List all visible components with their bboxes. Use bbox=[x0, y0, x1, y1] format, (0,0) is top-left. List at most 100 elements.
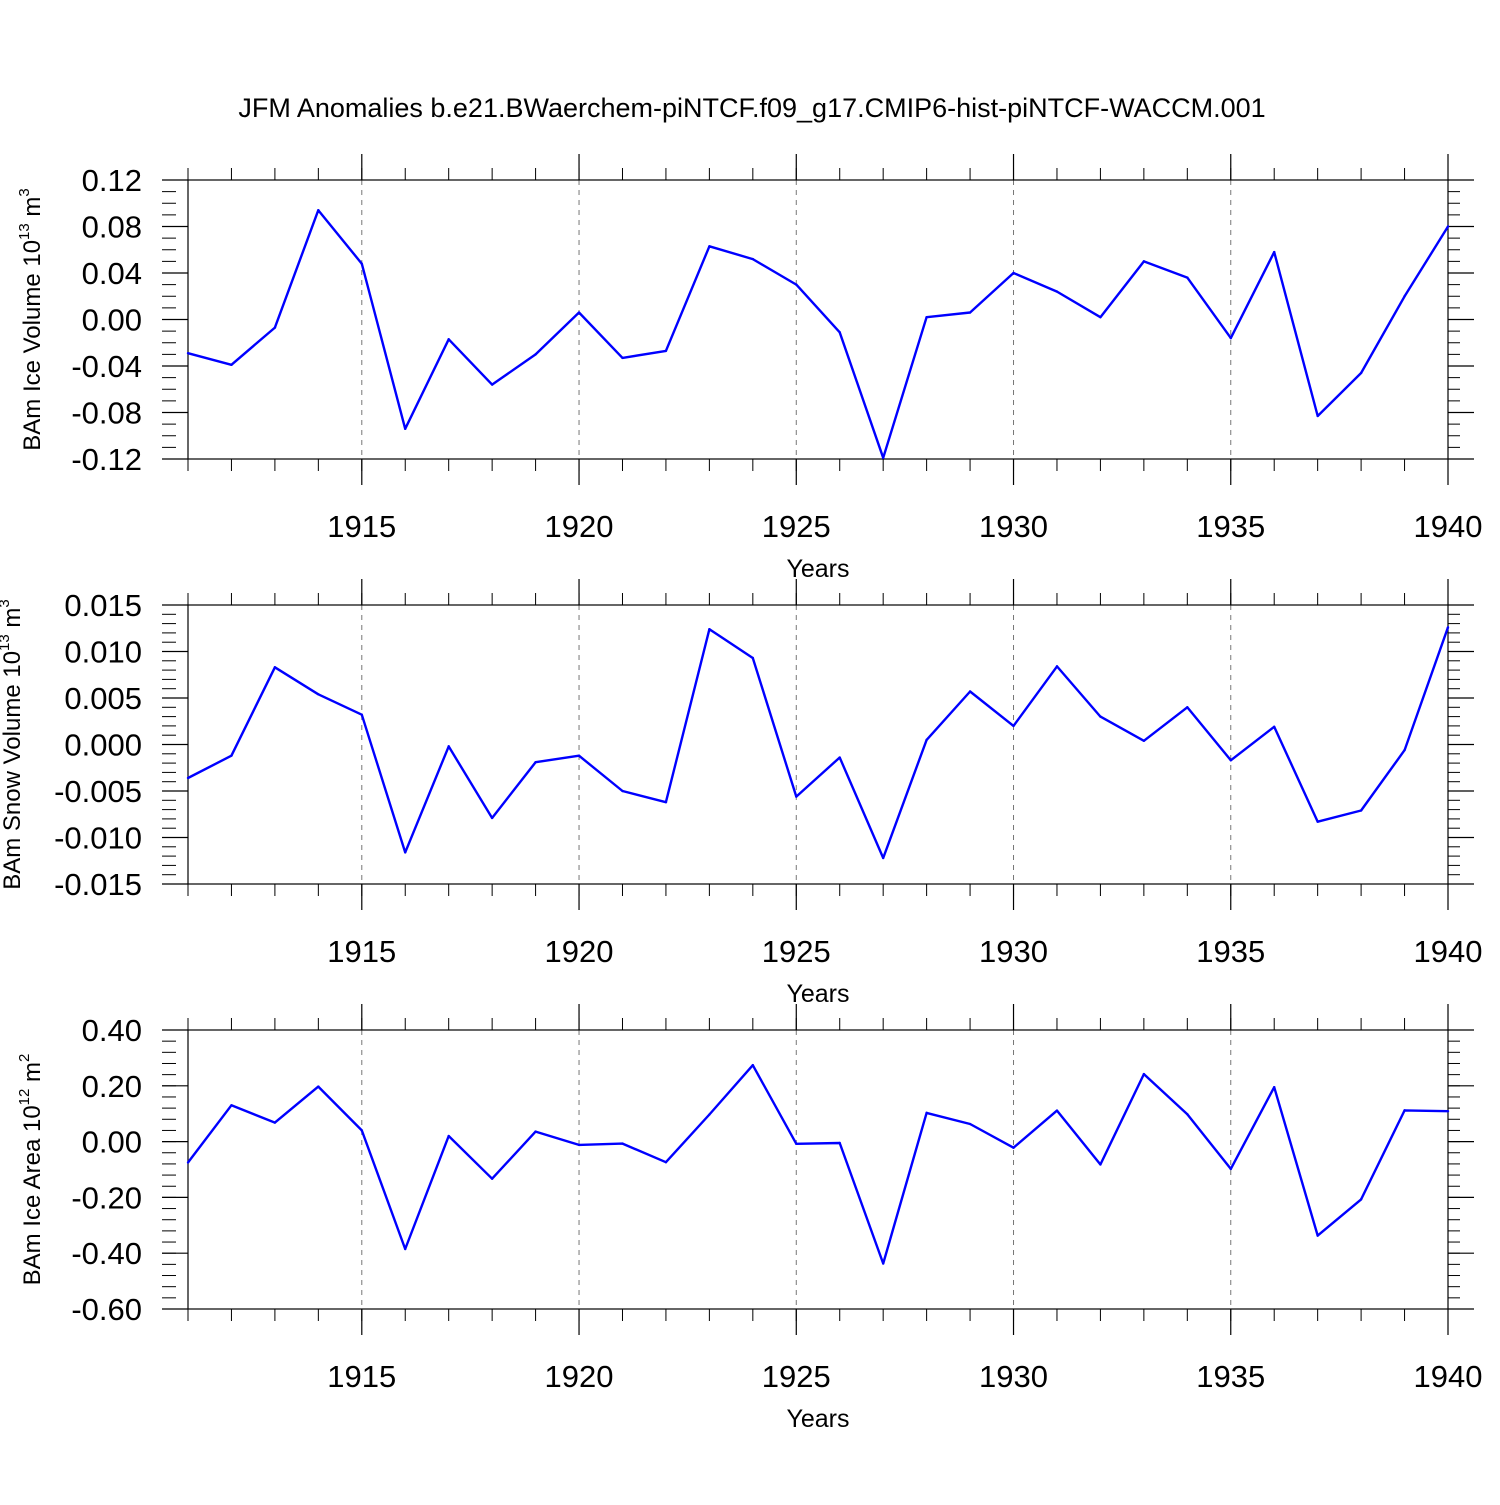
data-point bbox=[186, 776, 190, 780]
data-point bbox=[534, 353, 537, 356]
data-point bbox=[186, 352, 190, 355]
data-point bbox=[1229, 759, 1232, 762]
chart-panel-3: 1915 1920 1925 1930 1935 1940 0.40 0.20 0.00 -0.2… bbox=[16, 1004, 1482, 1433]
data-point bbox=[968, 1122, 972, 1126]
y-tick-label: 0.08 bbox=[82, 210, 142, 245]
x-tick-label: 1940 bbox=[1414, 509, 1483, 544]
data-point bbox=[360, 713, 363, 716]
data-point bbox=[404, 851, 407, 854]
series-line bbox=[187, 1063, 1449, 1265]
x-tick-label: 1920 bbox=[545, 934, 614, 969]
data-point bbox=[838, 756, 841, 759]
data-point bbox=[751, 257, 755, 261]
x-axis-label: Years bbox=[786, 555, 849, 583]
data-point bbox=[1316, 820, 1319, 823]
data-point bbox=[404, 1247, 407, 1251]
data-point bbox=[404, 427, 407, 430]
data-point bbox=[708, 627, 711, 631]
data-point bbox=[708, 245, 711, 248]
figure-title: JFM Anomalies b.e21.BWaerchem-piNTCF.f09… bbox=[238, 93, 1265, 123]
data-point bbox=[273, 326, 277, 329]
data-point bbox=[273, 666, 277, 669]
data-point bbox=[1359, 1198, 1363, 1201]
data-point bbox=[186, 1161, 190, 1164]
y-tick-label: 0.015 bbox=[64, 588, 142, 623]
chart-panel-2: 1915 1920 1925 1930 1935 1940 0.015 0.010 0.005 0… bbox=[0, 579, 1482, 1008]
data-point bbox=[751, 656, 755, 660]
data-point bbox=[968, 311, 972, 314]
y-tick-label: 0.005 bbox=[64, 681, 142, 716]
y-tick-label: 0.00 bbox=[82, 1125, 142, 1160]
y-tick-label: -0.005 bbox=[54, 774, 142, 809]
series-line bbox=[187, 626, 1450, 860]
x-tick-label: 1940 bbox=[1414, 934, 1483, 969]
data-point bbox=[925, 1111, 928, 1115]
data-point bbox=[447, 1134, 450, 1138]
x-tick-label: 1935 bbox=[1196, 1359, 1265, 1394]
y-tick-label: 0.010 bbox=[64, 635, 142, 670]
x-tick-label: 1915 bbox=[327, 934, 396, 969]
data-point bbox=[490, 816, 494, 820]
data-point bbox=[317, 209, 320, 212]
y-tick-label: -0.20 bbox=[71, 1180, 142, 1215]
x-tick-label: 1935 bbox=[1196, 509, 1265, 544]
data-point bbox=[1142, 260, 1146, 263]
data-point bbox=[577, 311, 581, 314]
x-tick-label: 1930 bbox=[979, 509, 1048, 544]
data-point bbox=[1012, 724, 1015, 728]
data-point bbox=[1403, 748, 1406, 752]
x-tick-label: 1940 bbox=[1414, 1359, 1483, 1394]
data-point bbox=[1316, 414, 1319, 418]
data-point bbox=[1055, 1109, 1059, 1112]
data-point bbox=[534, 760, 537, 764]
plot-frame bbox=[187, 1029, 1449, 1310]
data-point bbox=[968, 690, 972, 693]
data-point bbox=[1273, 1085, 1276, 1089]
chart-panel-1: 1915 1920 1925 1930 1935 1940 0.12 0.08 0.04 0.00… bbox=[16, 154, 1482, 583]
data-point bbox=[273, 1121, 277, 1124]
y-axis-label: BAm Ice Volume 1013 m3 bbox=[16, 188, 46, 450]
x-tick-label: 1925 bbox=[762, 509, 831, 544]
data-point bbox=[230, 754, 233, 757]
data-point bbox=[1446, 1109, 1450, 1113]
data-point bbox=[621, 1142, 624, 1145]
data-point bbox=[1055, 665, 1059, 668]
y-tick-label: -0.010 bbox=[54, 821, 142, 856]
data-point bbox=[1316, 1234, 1319, 1237]
x-tick-label: 1920 bbox=[545, 1359, 614, 1394]
data-point bbox=[881, 856, 885, 860]
y-tick-label: 0.20 bbox=[82, 1069, 142, 1104]
data-point bbox=[664, 1161, 668, 1164]
data-point bbox=[881, 456, 885, 460]
data-point bbox=[1099, 1163, 1102, 1166]
data-point bbox=[1229, 336, 1232, 340]
data-point bbox=[577, 1143, 581, 1147]
data-point bbox=[664, 349, 668, 353]
x-tick-label: 1930 bbox=[979, 934, 1048, 969]
data-point bbox=[1012, 271, 1015, 275]
x-tick-label: 1935 bbox=[1196, 934, 1265, 969]
data-point bbox=[490, 1177, 494, 1180]
data-point bbox=[1359, 371, 1363, 375]
data-point bbox=[1273, 725, 1276, 729]
data-point bbox=[795, 795, 798, 798]
data-point bbox=[838, 331, 841, 334]
data-point bbox=[1229, 1167, 1232, 1171]
data-point bbox=[708, 1113, 711, 1116]
x-tick-label: 1930 bbox=[979, 1359, 1048, 1394]
data-point bbox=[925, 315, 928, 319]
y-tick-label: 0.04 bbox=[82, 256, 142, 291]
data-point bbox=[317, 1085, 320, 1088]
data-point bbox=[1012, 1146, 1015, 1149]
data-point bbox=[621, 356, 624, 360]
data-point bbox=[1273, 250, 1276, 254]
data-point bbox=[664, 800, 668, 804]
data-point bbox=[1186, 1113, 1189, 1116]
data-point bbox=[230, 363, 233, 367]
y-tick-label: 0.00 bbox=[82, 303, 142, 338]
x-tick-label: 1925 bbox=[762, 1359, 831, 1394]
data-point bbox=[1446, 225, 1450, 228]
series-line bbox=[187, 208, 1450, 459]
x-tick-label: 1915 bbox=[327, 509, 396, 544]
